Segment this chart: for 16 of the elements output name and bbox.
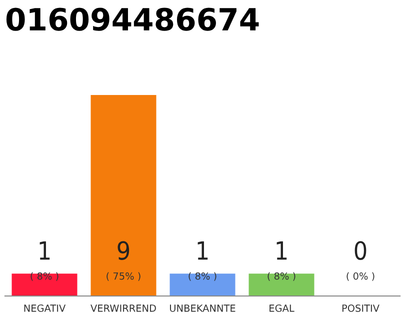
data-label: 0 bbox=[354, 241, 366, 260]
annotation: ( 0% ) bbox=[346, 272, 374, 281]
data-label: 1 bbox=[276, 241, 287, 260]
annotation: ( 8% ) bbox=[30, 272, 58, 281]
data-label: 9 bbox=[118, 241, 130, 260]
x-tick-label: NEGATIV bbox=[24, 304, 66, 312]
annotation: ( 8% ) bbox=[268, 272, 296, 281]
x-tick-label: UNBEKANNTE bbox=[170, 304, 236, 312]
annotation: ( 8% ) bbox=[188, 272, 216, 281]
x-tick-label: VERWIRREND bbox=[90, 304, 156, 312]
data-label: 1 bbox=[198, 241, 208, 260]
x-tick-label: POSITIV bbox=[342, 304, 380, 312]
data-label: 1 bbox=[40, 241, 50, 260]
x-tick-label: EGAL bbox=[270, 304, 294, 312]
chart-title: 016094486674 bbox=[6, 8, 259, 31]
annotation: ( 75% ) bbox=[106, 272, 140, 281]
